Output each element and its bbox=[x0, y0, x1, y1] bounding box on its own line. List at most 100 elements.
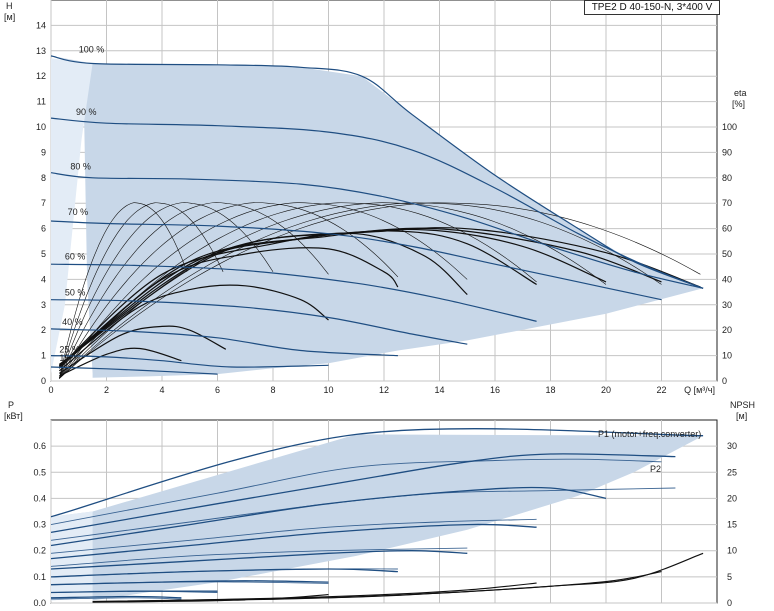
p1-curve bbox=[50, 595, 182, 599]
eta-curve-bold bbox=[58, 325, 227, 374]
npsh-tick-label: 5 bbox=[727, 572, 732, 582]
npsh-tick-label: 10 bbox=[727, 546, 737, 556]
eta-tick-label: 60 bbox=[722, 224, 732, 234]
speed-curve bbox=[50, 263, 537, 322]
p2-legend-label: P2 bbox=[650, 464, 661, 474]
x-tick-label: 16 bbox=[490, 385, 500, 395]
y-tick-label: 3 bbox=[41, 300, 46, 310]
npsh-tick-label: 0 bbox=[727, 598, 732, 608]
speed-curve bbox=[50, 299, 468, 345]
y-tick-label: 0 bbox=[41, 376, 46, 386]
x-tick-label: 8 bbox=[270, 385, 275, 395]
y-tick-label: 10 bbox=[36, 122, 46, 132]
npsh-tick-label: 20 bbox=[727, 493, 737, 503]
p-tick-label: 0.5 bbox=[33, 467, 46, 477]
x-tick-label: 2 bbox=[104, 385, 109, 395]
eta-tick-label: 100 bbox=[722, 122, 737, 132]
eta-curve-bold bbox=[59, 347, 182, 377]
eta-tick-label: 50 bbox=[722, 249, 732, 259]
y-tick-label: 7 bbox=[41, 198, 46, 208]
p1-curve bbox=[50, 590, 218, 594]
eta-curve-bold bbox=[58, 227, 701, 365]
x-tick-label: 18 bbox=[545, 385, 555, 395]
y-axis-label: H bbox=[6, 1, 13, 11]
speed-curve-label: 50 % bbox=[65, 288, 86, 298]
p2-curve bbox=[50, 458, 662, 526]
x-tick-label: 20 bbox=[601, 385, 611, 395]
head-panel: 100 % 90 % 80 % 70 % 60 % 50 % 40 % 25 %15 % 0 2 4… bbox=[4, 0, 747, 395]
y-tick-label: 4 bbox=[41, 274, 46, 284]
eta-curve bbox=[59, 202, 662, 379]
p2-curve bbox=[50, 547, 468, 567]
speed-curve-label: 40 % bbox=[62, 317, 83, 327]
eta-tick-label: 90 bbox=[722, 147, 732, 157]
speed-curve bbox=[50, 55, 704, 289]
p-tick-label: 0.1 bbox=[33, 572, 46, 582]
power-panel: 0.0 0.1 0.2 0.3 0.4 0.5 0.6 0 5 10 15 20 25 30 P[кВт] N… bbox=[4, 400, 755, 608]
y-tick-label: 8 bbox=[41, 173, 46, 183]
power-low-flow-zone bbox=[51, 511, 93, 601]
y-tick-label: 1 bbox=[41, 351, 46, 361]
eta-tick-label: 20 bbox=[722, 325, 732, 335]
p-tick-label: 0.6 bbox=[33, 441, 46, 451]
x-tick-label: 10 bbox=[323, 385, 333, 395]
p1-legend-label: P1 (motor+freq.converter) bbox=[598, 429, 701, 439]
eta-tick-label: 80 bbox=[722, 173, 732, 183]
y-tick-label: 6 bbox=[41, 224, 46, 234]
eta-tick-label: 30 bbox=[722, 300, 732, 310]
x-tick-label: 0 bbox=[48, 385, 53, 395]
y-tick-label: 14 bbox=[36, 20, 46, 30]
p1-curve bbox=[50, 453, 676, 534]
eta-tick-label: 10 bbox=[722, 351, 732, 361]
y-tick-label: 13 bbox=[36, 46, 46, 56]
y-tick-label: 9 bbox=[41, 147, 46, 157]
speed-curve-label: 60 % bbox=[65, 252, 86, 262]
eta-axis-label: eta bbox=[734, 88, 747, 98]
x-tick-label: 14 bbox=[434, 385, 444, 395]
npsh-axis-label: NPSH bbox=[730, 400, 755, 410]
p1-curve bbox=[50, 486, 607, 547]
speed-curve bbox=[50, 366, 218, 375]
eta-curve-bold bbox=[58, 284, 329, 372]
y-tick-label: 12 bbox=[36, 71, 46, 81]
y-tick-label: 2 bbox=[41, 325, 46, 335]
p1-curve bbox=[50, 428, 704, 518]
speed-curve-label: 80 % bbox=[70, 161, 91, 171]
eta-curve bbox=[59, 202, 329, 379]
p-tick-label: 0.4 bbox=[33, 493, 46, 503]
y-tick-label: 5 bbox=[41, 249, 46, 259]
npsh-tick-label: 15 bbox=[727, 520, 737, 530]
p-tick-label: 0.2 bbox=[33, 546, 46, 556]
p1-curve bbox=[50, 550, 468, 570]
speed-curve-label: 90 % bbox=[76, 107, 97, 117]
eta-tick-label: 0 bbox=[722, 376, 727, 386]
speed-curve-label: 70 % bbox=[68, 207, 89, 217]
eta-curve bbox=[59, 202, 188, 379]
x-tick-label: 12 bbox=[379, 385, 389, 395]
x-axis-label: Q [м³/ч] bbox=[684, 385, 715, 395]
head-low-flow-zone bbox=[51, 58, 93, 374]
eta-tick-label: 70 bbox=[722, 198, 732, 208]
speed-curve bbox=[50, 220, 662, 301]
npsh-tick-label: 30 bbox=[727, 441, 737, 451]
eta-curve-bold bbox=[58, 230, 537, 367]
p1-curve bbox=[50, 523, 537, 560]
p-tick-label: 0.0 bbox=[33, 598, 46, 608]
p1-curve bbox=[50, 568, 398, 578]
p-axis-unit: [кВт] bbox=[4, 411, 23, 421]
x-tick-label: 4 bbox=[159, 385, 164, 395]
pump-model-title: TPE2 D 40-150-N, 3*400 V bbox=[584, 0, 720, 15]
speed-curve-label: 25 % bbox=[59, 344, 80, 354]
eta-axis-unit: [%] bbox=[732, 99, 745, 109]
eta-curve bbox=[59, 202, 399, 379]
eta-curve-bold bbox=[58, 227, 662, 365]
speed-curve-label: 15 % bbox=[59, 353, 80, 363]
p2-curve bbox=[50, 518, 537, 554]
power-operating-range bbox=[51, 434, 704, 601]
x-tick-label: 6 bbox=[215, 385, 220, 395]
speed-curve-label: 100 % bbox=[79, 45, 105, 55]
y-axis-unit: [м] bbox=[4, 12, 15, 22]
speed-curve bbox=[50, 355, 329, 368]
p2-curve bbox=[50, 597, 182, 600]
npsh-curve bbox=[92, 600, 163, 603]
